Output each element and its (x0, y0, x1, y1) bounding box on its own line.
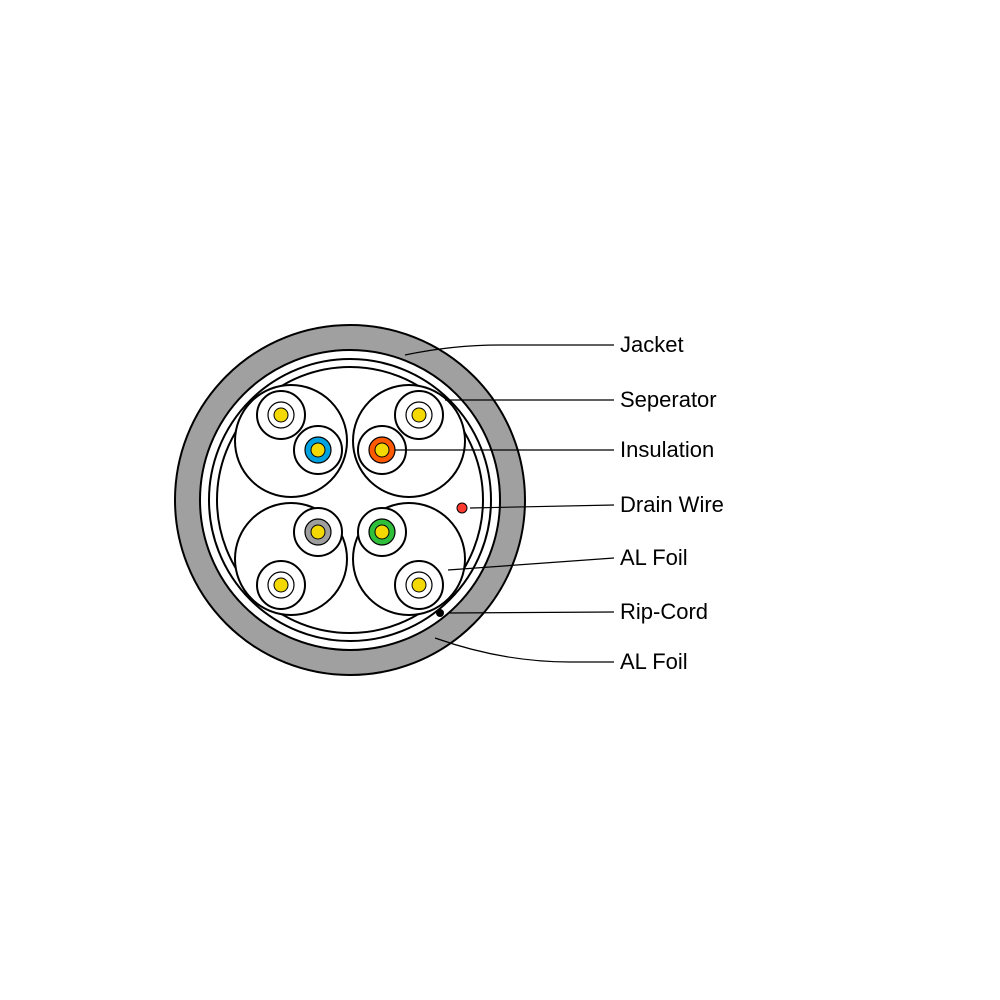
label-al-foil-2: AL Foil (620, 649, 688, 674)
pair-3-conductor-1-core (412, 578, 426, 592)
pair-0-conductor-0-core (274, 408, 288, 422)
label-al-foil-1: AL Foil (620, 545, 688, 570)
drain-wire-dot (457, 503, 467, 513)
label-drain-wire: Drain Wire (620, 492, 724, 517)
pair-2-conductor-1-core (274, 578, 288, 592)
label-seperator: Seperator (620, 387, 717, 412)
pair-3-conductor-0-core (375, 525, 389, 539)
cable-cross-section-diagram: Jacket Seperator Insulation Drain Wire AL Fo… (0, 0, 1000, 1000)
rip-cord-dot (436, 609, 444, 617)
pair-1-conductor-1-core (375, 443, 389, 457)
pair-1-conductor-0-core (412, 408, 426, 422)
pair-0-conductor-1-core (311, 443, 325, 457)
label-rip-cord: Rip-Cord (620, 599, 708, 624)
pair-2-conductor-0-core (311, 525, 325, 539)
label-insulation: Insulation (620, 437, 714, 462)
label-jacket: Jacket (620, 332, 684, 357)
